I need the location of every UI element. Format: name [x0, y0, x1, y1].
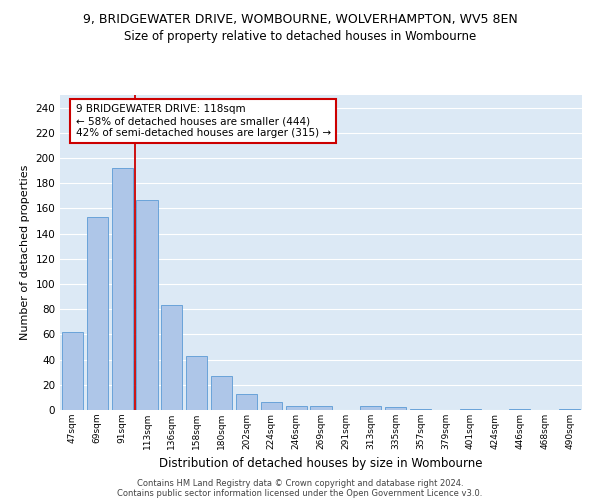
- Y-axis label: Number of detached properties: Number of detached properties: [20, 165, 30, 340]
- Text: Contains HM Land Registry data © Crown copyright and database right 2024.: Contains HM Land Registry data © Crown c…: [137, 478, 463, 488]
- Text: 9 BRIDGEWATER DRIVE: 118sqm
← 58% of detached houses are smaller (444)
42% of se: 9 BRIDGEWATER DRIVE: 118sqm ← 58% of det…: [76, 104, 331, 138]
- Bar: [509, 408, 530, 410]
- Text: 9, BRIDGEWATER DRIVE, WOMBOURNE, WOLVERHAMPTON, WV5 8EN: 9, BRIDGEWATER DRIVE, WOMBOURNE, WOLVERH…: [83, 12, 517, 26]
- Bar: [87, 217, 108, 410]
- Bar: [161, 306, 182, 410]
- Bar: [186, 356, 207, 410]
- Bar: [286, 406, 307, 410]
- Bar: [310, 406, 332, 410]
- Bar: [385, 408, 406, 410]
- Bar: [559, 408, 580, 410]
- Bar: [236, 394, 257, 410]
- Bar: [360, 406, 381, 410]
- Bar: [211, 376, 232, 410]
- X-axis label: Distribution of detached houses by size in Wombourne: Distribution of detached houses by size …: [159, 458, 483, 470]
- Bar: [136, 200, 158, 410]
- Bar: [62, 332, 83, 410]
- Bar: [410, 408, 431, 410]
- Bar: [261, 402, 282, 410]
- Bar: [460, 408, 481, 410]
- Text: Contains public sector information licensed under the Open Government Licence v3: Contains public sector information licen…: [118, 488, 482, 498]
- Text: Size of property relative to detached houses in Wombourne: Size of property relative to detached ho…: [124, 30, 476, 43]
- Bar: [112, 168, 133, 410]
